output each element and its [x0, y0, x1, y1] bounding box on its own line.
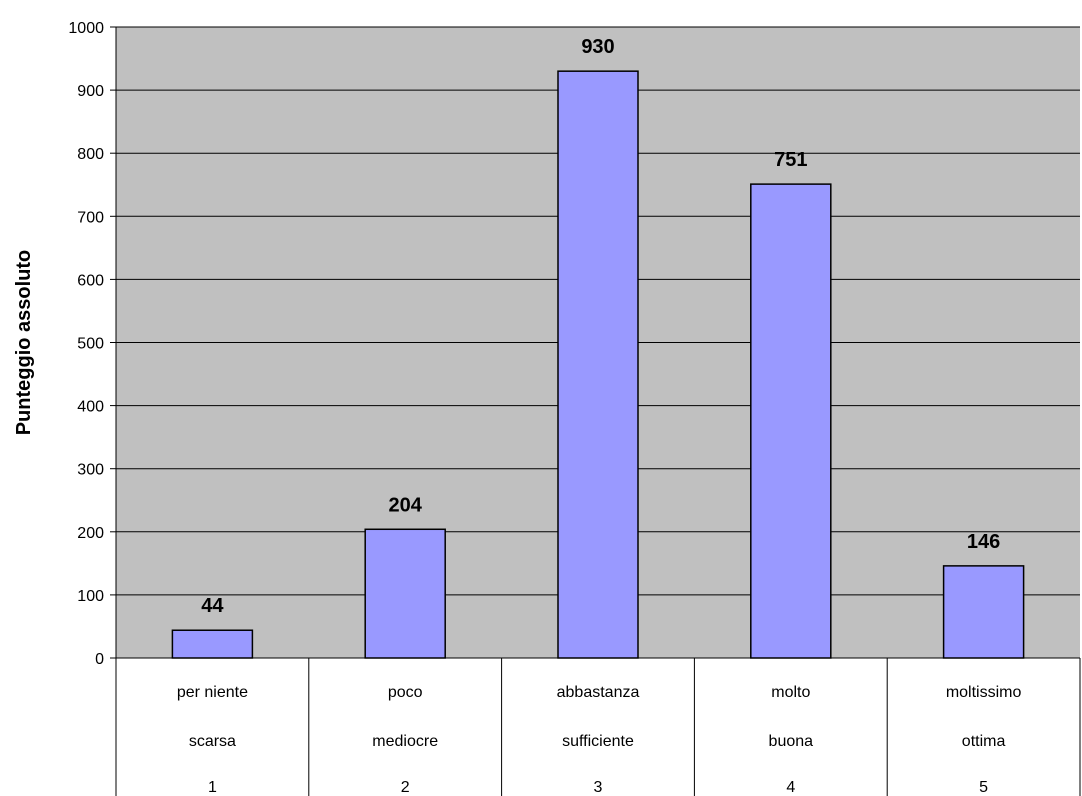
bar [942, 565, 1025, 659]
bar-value-label: 751 [774, 149, 807, 171]
y-tick-label: 500 [77, 336, 104, 353]
y-axis-title: Punteggio assoluto [13, 250, 35, 436]
y-axis-ticks: 0 100 200 300 400 500 600 700 800 900 1000 [68, 20, 116, 668]
category-label: ottima [962, 733, 1006, 750]
category-label: 5 [979, 779, 988, 796]
y-tick-label: 100 [77, 588, 104, 605]
category-label: sufficiente [562, 733, 634, 750]
data-labels: 44 204 930 751 146 [201, 36, 1000, 617]
bar-value-label: 146 [967, 531, 1000, 553]
y-tick-label: 0 [95, 651, 104, 668]
y-tick-label: 900 [77, 83, 104, 100]
category-table: per niente scarsa 1 poco mediocre 2 abbastanza… [115, 658, 1081, 796]
category-label: moltissimo [946, 684, 1022, 701]
category-label: mediocre [372, 733, 438, 750]
category-label: 4 [786, 779, 795, 796]
y-tick-label: 800 [77, 146, 104, 163]
category-label: abbastanza [557, 684, 640, 701]
y-tick-label: 300 [77, 462, 104, 479]
category-label: 1 [208, 779, 217, 796]
category-label: molto [771, 684, 810, 701]
category-label: scarsa [189, 733, 236, 750]
bar-value-label: 204 [389, 494, 423, 516]
y-tick-label: 600 [77, 272, 104, 289]
bar [171, 629, 254, 659]
category-label: 3 [594, 779, 603, 796]
y-tick-label: 400 [77, 399, 104, 416]
category-label: buona [769, 733, 814, 750]
bar [364, 528, 446, 659]
bar [750, 183, 832, 659]
bar-value-label: 44 [201, 595, 224, 617]
category-label: poco [388, 684, 423, 701]
category-label: per niente [177, 684, 248, 701]
y-tick-label: 700 [77, 209, 104, 226]
y-tick-label: 1000 [68, 20, 104, 37]
y-tick-label: 200 [77, 525, 104, 542]
category-label: 2 [401, 779, 410, 796]
bar-value-label: 930 [581, 36, 614, 58]
bars [171, 70, 1025, 659]
bar [557, 70, 639, 659]
